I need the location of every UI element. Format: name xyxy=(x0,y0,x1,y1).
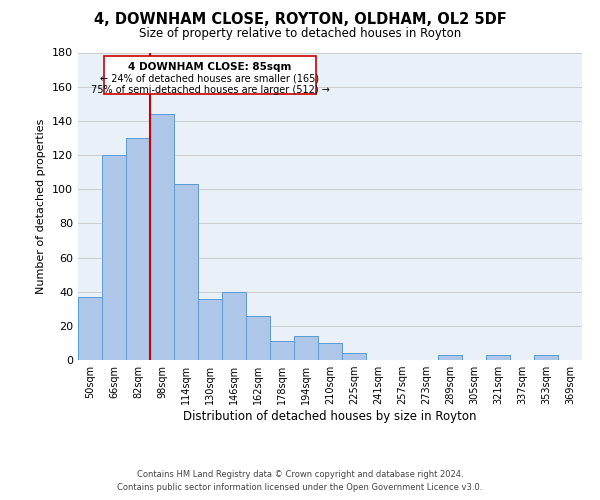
Bar xyxy=(270,341,294,360)
FancyBboxPatch shape xyxy=(104,56,316,94)
Text: 75% of semi-detached houses are larger (512) →: 75% of semi-detached houses are larger (… xyxy=(91,85,329,95)
Bar xyxy=(438,355,462,360)
Bar xyxy=(174,184,198,360)
Bar xyxy=(294,336,318,360)
Bar xyxy=(126,138,150,360)
Bar xyxy=(198,298,222,360)
Bar xyxy=(246,316,270,360)
X-axis label: Distribution of detached houses by size in Royton: Distribution of detached houses by size … xyxy=(183,410,477,423)
Bar xyxy=(534,355,558,360)
Text: 4, DOWNHAM CLOSE, ROYTON, OLDHAM, OL2 5DF: 4, DOWNHAM CLOSE, ROYTON, OLDHAM, OL2 5D… xyxy=(94,12,506,28)
Y-axis label: Number of detached properties: Number of detached properties xyxy=(37,118,46,294)
Bar xyxy=(150,114,174,360)
Text: Size of property relative to detached houses in Royton: Size of property relative to detached ho… xyxy=(139,28,461,40)
Bar xyxy=(222,292,246,360)
Bar xyxy=(486,355,510,360)
Bar xyxy=(342,353,366,360)
Text: Contains HM Land Registry data © Crown copyright and database right 2024.
Contai: Contains HM Land Registry data © Crown c… xyxy=(118,470,482,492)
Text: 4 DOWNHAM CLOSE: 85sqm: 4 DOWNHAM CLOSE: 85sqm xyxy=(128,62,292,72)
Bar xyxy=(102,155,126,360)
Text: ← 24% of detached houses are smaller (165): ← 24% of detached houses are smaller (16… xyxy=(100,74,320,84)
Bar xyxy=(78,297,102,360)
Bar xyxy=(318,343,342,360)
